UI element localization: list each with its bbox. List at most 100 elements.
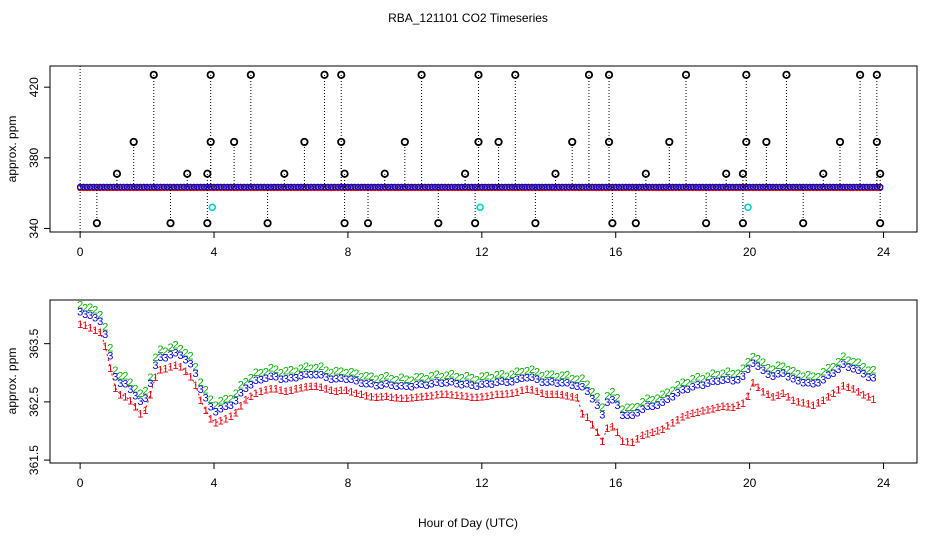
co2-point-3 bbox=[826, 183, 834, 191]
co2-point-series-2: 2 bbox=[122, 371, 128, 383]
co2-point-series-2: 2 bbox=[599, 402, 605, 414]
co2-point-series-2: 2 bbox=[393, 374, 399, 386]
co2-point-series-2: 2 bbox=[534, 367, 540, 379]
co2-point-series-3: 3 bbox=[127, 384, 133, 396]
co2-point-3 bbox=[80, 183, 87, 191]
co2-point-series-1: 1 bbox=[408, 393, 414, 405]
co2-point-series-2: 2 bbox=[790, 365, 796, 377]
co2-point-series-2: 2 bbox=[268, 363, 274, 375]
spike-point-high bbox=[474, 70, 483, 79]
co2-point-series-2: 2 bbox=[845, 355, 851, 367]
co2-point-series-2: 2 bbox=[167, 342, 173, 354]
co2-point-series-3: 3 bbox=[534, 374, 540, 386]
co2-point-series-1: 1 bbox=[524, 384, 530, 396]
co2-point-3 bbox=[361, 183, 368, 191]
co2-point-series-1: 1 bbox=[835, 384, 841, 396]
spike-point-low bbox=[531, 219, 540, 228]
co2-point-3 bbox=[548, 183, 556, 191]
co2-point-series-2: 2 bbox=[554, 371, 560, 383]
spike-point-low bbox=[203, 219, 212, 228]
co2-point-series-3: 3 bbox=[670, 392, 676, 404]
co2-point-3 bbox=[552, 183, 559, 191]
co2-point-series-2: 2 bbox=[639, 397, 645, 409]
co2-point-3 bbox=[528, 183, 536, 191]
co2-point-series-1: 1 bbox=[358, 389, 364, 401]
co2-point-series-3: 3 bbox=[293, 373, 299, 385]
x-tick-label: 16 bbox=[609, 245, 623, 259]
co2-point-series-3: 3 bbox=[695, 380, 701, 392]
co2-point-3 bbox=[200, 183, 208, 191]
co2-point-3 bbox=[153, 183, 161, 191]
spike-point-mid bbox=[742, 137, 751, 147]
spike-point-mid bbox=[300, 137, 309, 147]
co2-point-series-3: 3 bbox=[333, 373, 339, 385]
co2-point-series-3: 3 bbox=[348, 374, 354, 386]
co2-point-3 bbox=[793, 183, 800, 191]
co2-point-series-2: 2 bbox=[800, 371, 806, 383]
co2-point-3 bbox=[140, 183, 147, 191]
co2-point-series-3: 3 bbox=[338, 373, 344, 385]
co2-point-series-3: 3 bbox=[840, 359, 846, 371]
co2-point-series-3: 3 bbox=[177, 350, 183, 362]
co2-point-3 bbox=[686, 183, 693, 191]
co2-point-3 bbox=[582, 183, 589, 191]
co2-point-series-2: 2 bbox=[77, 299, 83, 311]
co2-point-series-3: 3 bbox=[710, 376, 716, 388]
co2-point-series-2: 2 bbox=[469, 373, 475, 385]
co2-point-series-2: 2 bbox=[529, 364, 535, 376]
co2-point-series-2: 2 bbox=[765, 363, 771, 375]
co2-point-series-1: 1 bbox=[840, 381, 846, 393]
co2-point-3 bbox=[492, 183, 499, 191]
co2-point-series-1: 1 bbox=[137, 409, 143, 421]
co2-point-series-3: 3 bbox=[624, 410, 630, 422]
co2-point-series-2: 2 bbox=[564, 370, 570, 382]
co2-point-series-2: 2 bbox=[680, 377, 686, 389]
co2-point-series-2: 2 bbox=[102, 322, 108, 334]
co2-point-series-1: 1 bbox=[805, 399, 811, 411]
co2-point-3 bbox=[207, 183, 214, 191]
co2-point-3 bbox=[575, 183, 583, 191]
co2-point-3 bbox=[843, 183, 850, 191]
co2-point-series-2: 2 bbox=[439, 371, 445, 383]
co2-point-series-2: 2 bbox=[112, 365, 118, 377]
co2-point-3 bbox=[830, 183, 837, 191]
co2-point-series-2: 2 bbox=[725, 366, 731, 378]
co2-point-series-3: 3 bbox=[745, 364, 751, 376]
co2-point-series-1: 1 bbox=[850, 383, 856, 395]
co2-point-series-2: 2 bbox=[850, 357, 856, 369]
co2-point-series-1: 1 bbox=[413, 392, 419, 404]
co2-point-series-1: 1 bbox=[243, 395, 249, 407]
co2-point-series-3: 3 bbox=[162, 352, 168, 364]
co2-point-3 bbox=[478, 183, 486, 191]
co2-point-series-2: 2 bbox=[820, 367, 826, 379]
co2-point-series-1: 1 bbox=[388, 392, 394, 404]
co2-point-series-1: 1 bbox=[695, 407, 701, 419]
co2-point-series-3: 3 bbox=[755, 361, 761, 373]
co2-point-series-1: 1 bbox=[670, 417, 676, 429]
co2-point-series-2: 2 bbox=[549, 369, 555, 381]
co2-point-3 bbox=[836, 183, 844, 191]
co2-point-3 bbox=[682, 183, 690, 191]
co2-point-series-2: 2 bbox=[695, 372, 701, 384]
co2-point-3 bbox=[779, 183, 787, 191]
co2-point-series-1: 1 bbox=[459, 391, 465, 403]
co2-point-series-2: 2 bbox=[579, 373, 585, 385]
co2-point-series-1: 1 bbox=[634, 434, 640, 446]
co2-point-series-1: 1 bbox=[393, 392, 399, 404]
co2-point-series-1: 1 bbox=[454, 390, 460, 402]
co2-point-series-2: 2 bbox=[705, 371, 711, 383]
co2-point-series-3: 3 bbox=[408, 382, 414, 394]
co2-point-series-2: 2 bbox=[278, 368, 284, 380]
co2-point-3 bbox=[120, 183, 127, 191]
co2-point-series-1: 1 bbox=[213, 418, 219, 430]
co2-point-series-3: 3 bbox=[649, 401, 655, 413]
co2-point-series-2: 2 bbox=[203, 384, 209, 396]
top-y-axis: 340 380 420 bbox=[27, 77, 50, 238]
co2-point-3 bbox=[257, 183, 265, 191]
co2-point-3 bbox=[739, 183, 747, 191]
co2-point-3 bbox=[411, 183, 419, 191]
co2-point-3 bbox=[505, 183, 512, 191]
co2-point-series-3: 3 bbox=[655, 400, 661, 412]
co2-point-series-2: 2 bbox=[660, 389, 666, 401]
co2-point-3 bbox=[508, 183, 516, 191]
